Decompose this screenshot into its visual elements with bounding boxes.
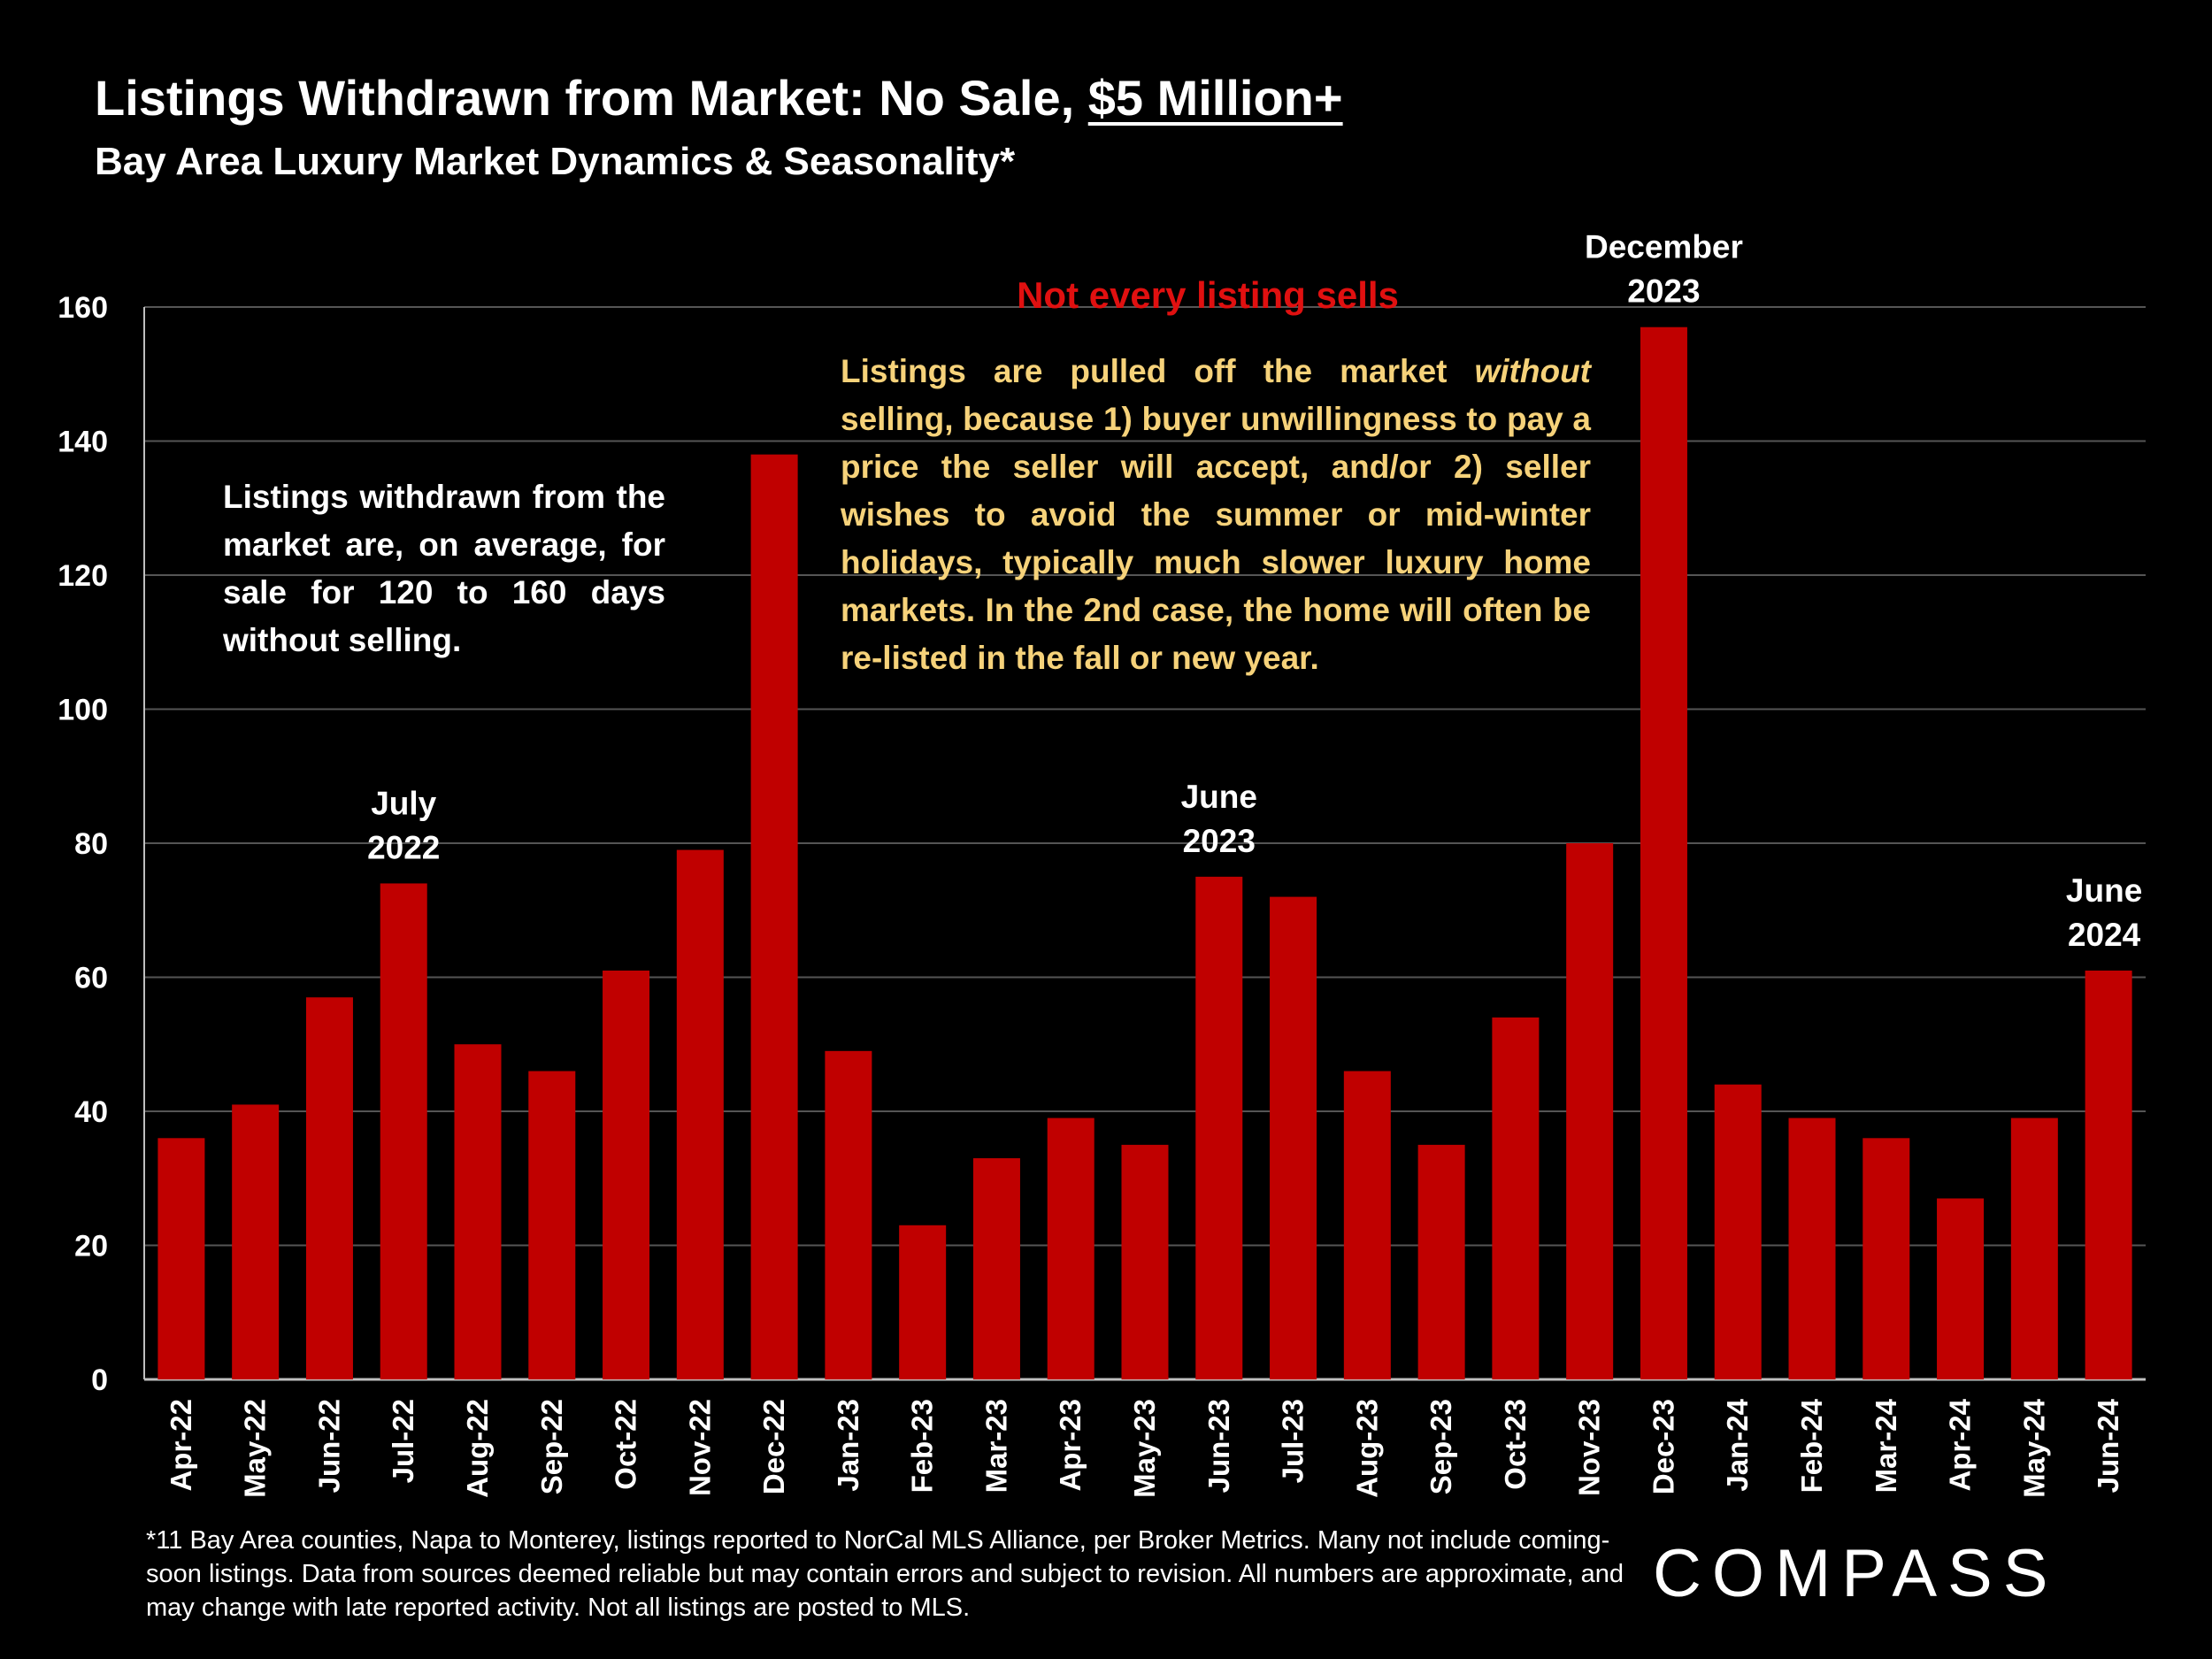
x-tick-label: Mar-24	[1870, 1398, 1902, 1493]
x-tick-label: May-24	[2017, 1398, 2050, 1498]
x-tick-label: Sep-23	[1425, 1399, 1457, 1494]
bar	[972, 1158, 1020, 1379]
y-tick-label: 100	[58, 694, 108, 727]
x-tick-label: Apr-24	[1944, 1398, 1977, 1491]
bar	[232, 1104, 280, 1379]
y-tick-label: 80	[74, 827, 108, 861]
bar	[1863, 1138, 1910, 1379]
chart-title-main: Listings Withdrawn from Market: No Sale,	[95, 70, 1088, 126]
bar	[1566, 843, 1614, 1379]
data-annotation-label: 2024	[2068, 917, 2141, 953]
y-tick-label: 120	[58, 559, 108, 593]
data-annotation-label: December	[1585, 229, 1743, 265]
callout-title: Not every listing sells	[1017, 274, 1399, 316]
footnote: *11 Bay Area counties, Napa to Monterey,…	[146, 1526, 1624, 1622]
x-tick-label: May-22	[239, 1399, 272, 1498]
bar	[1343, 1071, 1391, 1379]
bar	[899, 1225, 947, 1379]
data-annotation-label: 2022	[367, 829, 440, 865]
data-annotation-label: June	[2066, 872, 2142, 909]
y-tick-label: 0	[91, 1363, 108, 1397]
left-annotation-text: Listings withdrawn from the market are, …	[223, 479, 665, 658]
x-tick-label: Jul-23	[1277, 1399, 1310, 1483]
x-tick-label: Feb-23	[906, 1399, 939, 1493]
callout-body: Listings are pulled off the market witho…	[841, 348, 1591, 682]
bar	[1640, 326, 1687, 1380]
bar	[305, 997, 353, 1379]
x-tick-label: Jun-24	[2092, 1398, 2124, 1493]
x-tick-label: Dec-22	[757, 1399, 790, 1494]
data-annotation-label: July	[371, 785, 436, 821]
bar-chart: 0 20 40 60 80 100 120 140 160 Apr-22 May-22 Jun-22 J…	[58, 229, 2146, 1498]
data-annotation-label: June	[1181, 779, 1257, 815]
x-tick-label: Jun-23	[1202, 1399, 1235, 1493]
chart-title: Listings Withdrawn from Market: No Sale,…	[95, 69, 1343, 127]
bar	[1417, 1144, 1465, 1379]
x-tick-label: Apr-22	[165, 1399, 197, 1492]
bar	[157, 1138, 205, 1379]
y-tick-label: 160	[58, 291, 108, 325]
compass-logo: COMPASS	[1653, 1536, 2059, 1611]
bar	[1121, 1144, 1169, 1379]
x-tick-label: May-23	[1128, 1399, 1161, 1498]
bar	[1788, 1118, 1836, 1379]
chart-title-underlined: $5 Million+	[1087, 70, 1343, 126]
x-tick-label: Apr-23	[1054, 1399, 1087, 1492]
bar	[1492, 1017, 1540, 1379]
callout-body-part1: Listings are pulled off the market	[841, 353, 1475, 389]
bar	[380, 883, 427, 1379]
y-tick-label: 140	[58, 426, 108, 459]
y-tick-label: 40	[74, 1095, 108, 1129]
x-tick-label: Jul-22	[387, 1399, 419, 1483]
x-tick-label: Aug-22	[461, 1399, 494, 1498]
x-tick-label: Oct-22	[610, 1399, 642, 1490]
x-tick-label: Dec-23	[1647, 1399, 1679, 1494]
callout-body-part2: selling, because 1) buyer unwillingness …	[841, 401, 1591, 676]
bar	[1714, 1084, 1762, 1379]
data-annotation-label: 2023	[1627, 273, 1700, 310]
x-tick-label: Jan-23	[832, 1399, 864, 1492]
x-tick-label: Nov-23	[1573, 1399, 1606, 1496]
callout-body-emphasis: without	[1474, 353, 1591, 389]
bar	[2085, 970, 2132, 1379]
bar	[1270, 896, 1317, 1379]
bar	[1195, 876, 1243, 1379]
bar	[603, 970, 650, 1379]
y-tick-label: 20	[74, 1230, 108, 1263]
bar	[528, 1071, 576, 1379]
x-tick-label: Feb-24	[1795, 1398, 1828, 1493]
x-tick-label: Oct-23	[1499, 1399, 1532, 1490]
y-tick-label: 60	[74, 962, 108, 995]
x-tick-label: Jan-24	[1721, 1398, 1754, 1491]
chart-subtitle: Bay Area Luxury Market Dynamics & Season…	[95, 140, 1016, 183]
x-tick-label: Sep-22	[535, 1399, 568, 1494]
bar	[454, 1044, 502, 1379]
x-tick-label: Mar-23	[979, 1399, 1012, 1493]
x-tick-label: Nov-22	[683, 1399, 716, 1496]
bar	[1047, 1118, 1094, 1379]
bar	[2010, 1118, 2058, 1379]
x-tick-label: Jun-22	[312, 1399, 345, 1493]
bar	[1937, 1198, 1985, 1379]
bar	[750, 454, 798, 1379]
x-tick-label: Aug-23	[1350, 1399, 1383, 1498]
bar	[676, 849, 724, 1379]
bar	[825, 1050, 872, 1379]
data-annotation-label: 2023	[1183, 823, 1256, 859]
